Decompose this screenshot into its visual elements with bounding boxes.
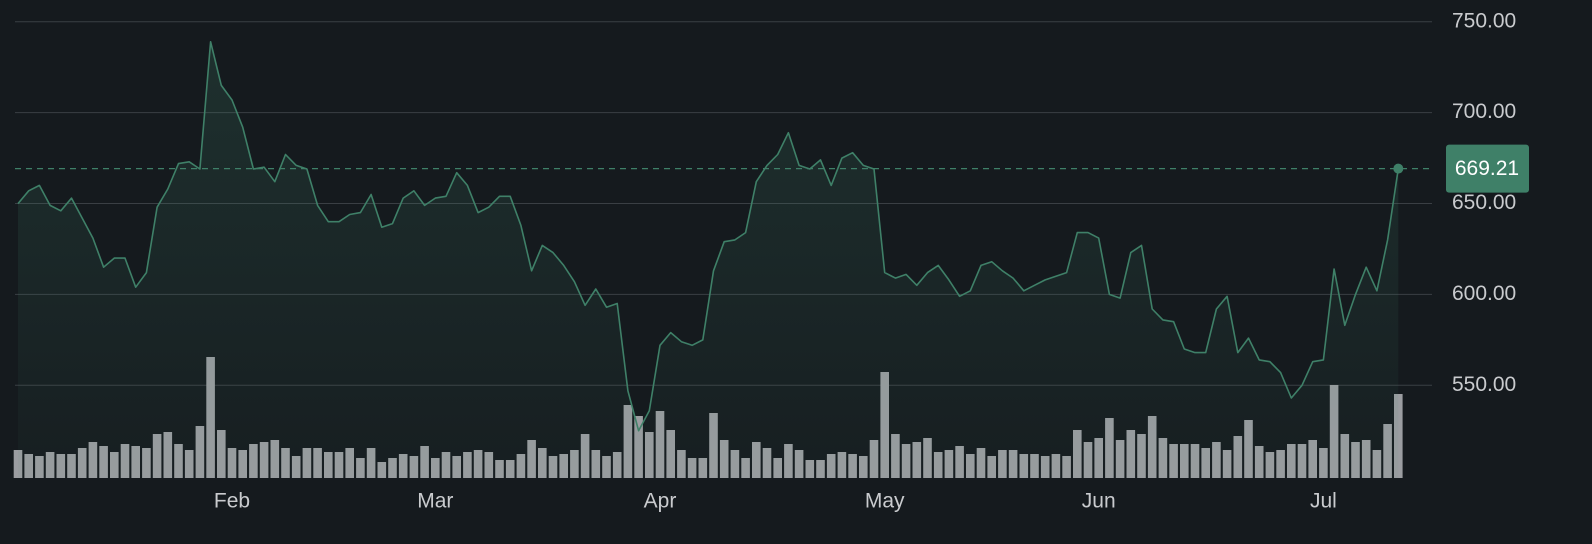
- x-tick-label: May: [865, 490, 905, 513]
- price-area: [18, 41, 1399, 479]
- last-value-label: 669.21: [1455, 157, 1519, 180]
- y-tick-label: 750.00: [1452, 9, 1516, 32]
- x-tick-label: Jun: [1082, 490, 1116, 513]
- y-tick-label: 550.00: [1452, 373, 1516, 396]
- x-tick-label: Feb: [214, 490, 250, 513]
- y-tick-label: 600.00: [1452, 282, 1516, 305]
- last-value-tag: [1446, 144, 1529, 193]
- x-tick-label: Mar: [417, 490, 453, 513]
- x-tick-label: Jul: [1310, 490, 1337, 513]
- x-tick-label: Apr: [644, 490, 677, 513]
- y-tick-label: 700.00: [1452, 100, 1516, 123]
- y-tick-label: 650.00: [1452, 191, 1516, 214]
- price-line: [17, 41, 1400, 432]
- last-value-dot: [1393, 163, 1404, 174]
